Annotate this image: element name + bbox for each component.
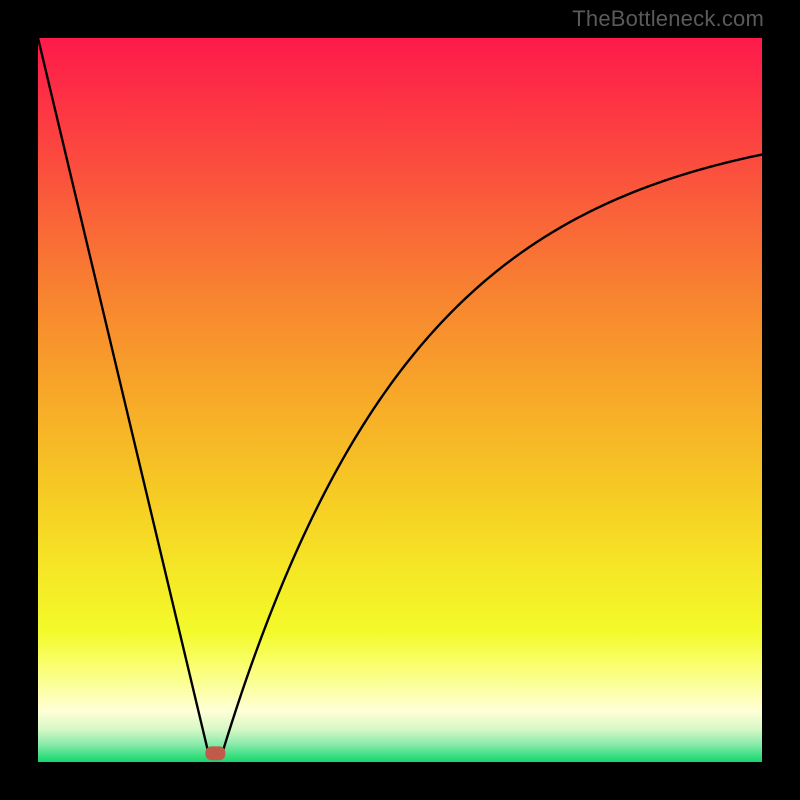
plot-svg [38,38,762,762]
watermark-text: TheBottleneck.com [572,6,764,32]
canvas: TheBottleneck.com [0,0,800,800]
plot-area [36,36,764,764]
